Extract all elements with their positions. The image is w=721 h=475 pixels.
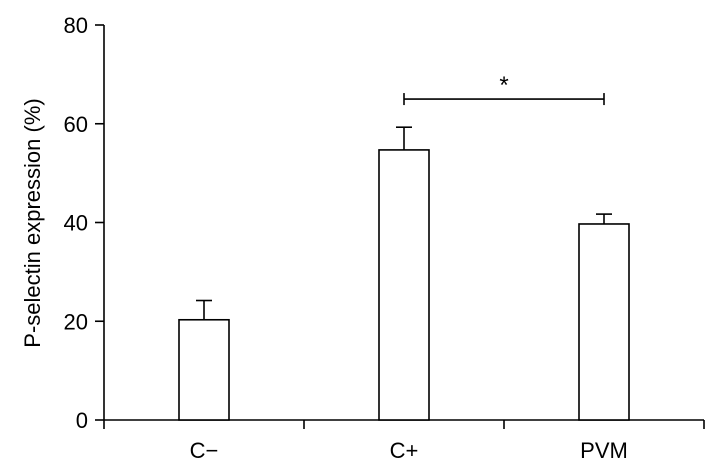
y-tick-label-80: 80 bbox=[64, 13, 88, 38]
y-tick-label-20: 20 bbox=[64, 309, 88, 334]
y-tick-label-60: 60 bbox=[64, 112, 88, 137]
y-axis-title: P-selectin expression (%) bbox=[20, 98, 45, 347]
bar-1 bbox=[378, 149, 430, 421]
significance-label-0: * bbox=[499, 72, 508, 99]
bar-2 bbox=[578, 223, 630, 421]
y-tick-label-40: 40 bbox=[64, 211, 88, 236]
x-tick-label-1: C+ bbox=[390, 438, 419, 463]
y-tick-label-0: 0 bbox=[76, 408, 88, 433]
plot-area: 0 20 40 60 80 C− C+ PVM * bbox=[64, 13, 705, 463]
bar-0 bbox=[178, 318, 230, 421]
x-tick-label-0: C− bbox=[190, 438, 219, 463]
x-tick-label-2: PVM bbox=[580, 438, 628, 463]
